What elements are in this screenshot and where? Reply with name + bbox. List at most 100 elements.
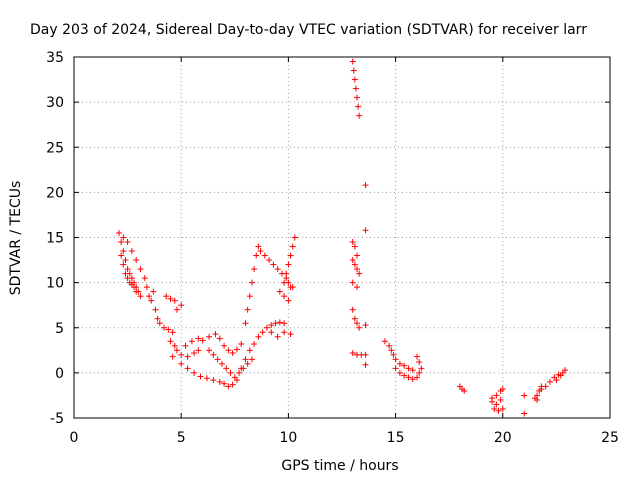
data-point — [184, 365, 191, 372]
data-point — [167, 295, 174, 302]
y-tick-label: 25 — [46, 140, 64, 156]
data-point — [521, 410, 528, 417]
y-tick-label: 10 — [46, 276, 64, 292]
data-point — [191, 369, 198, 376]
data-point — [124, 266, 131, 273]
data-point — [553, 377, 560, 384]
data-point — [263, 324, 270, 331]
data-point — [392, 356, 399, 363]
data-point — [124, 275, 131, 282]
data-point — [216, 335, 223, 342]
data-point — [188, 338, 195, 345]
data-point — [146, 293, 153, 300]
data-point — [489, 398, 496, 405]
y-tick-label: 5 — [55, 321, 64, 337]
data-point — [255, 333, 262, 340]
data-point — [248, 279, 255, 286]
data-point — [195, 335, 202, 342]
y-tick-label: 0 — [55, 366, 64, 382]
data-point — [251, 340, 258, 347]
data-point — [182, 342, 189, 349]
data-point — [223, 365, 230, 372]
data-point — [169, 353, 176, 360]
data-point — [352, 85, 359, 92]
data-point — [281, 329, 288, 336]
data-point — [210, 377, 217, 384]
y-axis-label: SDTVAR / TECUs — [8, 181, 24, 296]
data-point — [229, 381, 236, 388]
data-point — [206, 347, 213, 354]
y-tick-label: 15 — [46, 231, 64, 247]
data-point — [356, 324, 363, 331]
data-point — [493, 401, 500, 408]
data-point — [246, 293, 253, 300]
data-point — [244, 360, 251, 367]
data-point — [120, 234, 127, 241]
data-point — [178, 351, 185, 358]
data-point — [272, 320, 279, 327]
data-point — [221, 342, 228, 349]
data-point — [212, 331, 219, 338]
data-point — [354, 284, 361, 291]
data-point — [401, 362, 408, 369]
data-point — [355, 103, 362, 110]
data-point — [268, 329, 275, 336]
data-point — [416, 359, 423, 366]
data-point — [493, 392, 500, 399]
data-point — [381, 338, 388, 345]
data-point — [270, 261, 277, 268]
y-tick-label: 35 — [46, 50, 64, 66]
x-tick-label: 0 — [70, 430, 79, 446]
data-point — [178, 360, 185, 367]
data-point — [178, 302, 185, 309]
data-point — [499, 386, 506, 393]
data-point — [214, 356, 221, 363]
data-point — [291, 234, 298, 241]
data-point — [534, 396, 541, 403]
data-point — [169, 329, 176, 336]
data-point — [538, 386, 545, 393]
x-tick-label: 20 — [494, 430, 512, 446]
data-point — [203, 375, 210, 382]
data-point — [120, 248, 127, 255]
data-point — [350, 67, 357, 74]
y-tick-label: -5 — [50, 411, 64, 427]
data-point — [349, 58, 356, 65]
data-point — [354, 320, 361, 327]
data-point — [218, 360, 225, 367]
x-tick-label: 10 — [279, 430, 297, 446]
data-point — [287, 252, 294, 259]
data-point — [148, 297, 155, 304]
data-point — [253, 252, 260, 259]
data-point — [118, 239, 125, 246]
data-point — [414, 374, 421, 381]
data-point — [521, 392, 528, 399]
data-point — [351, 243, 358, 250]
data-point — [356, 270, 363, 277]
x-tick-label: 25 — [601, 430, 619, 446]
data-point — [281, 293, 288, 300]
data-point — [405, 365, 412, 372]
data-point — [283, 270, 290, 277]
data-point — [173, 306, 180, 313]
data-point — [491, 405, 498, 412]
data-point — [122, 270, 129, 277]
data-point — [199, 337, 206, 344]
data-point — [281, 320, 288, 327]
data-point — [257, 248, 264, 255]
data-point — [197, 373, 204, 380]
data-point — [276, 319, 283, 326]
data-point — [255, 243, 262, 250]
data-point — [354, 266, 361, 273]
data-point — [409, 367, 416, 374]
data-point — [173, 347, 180, 354]
data-point — [122, 257, 129, 264]
data-point — [137, 293, 144, 300]
data-point — [351, 261, 358, 268]
data-point — [405, 374, 412, 381]
y-tick-label: 20 — [46, 185, 64, 201]
data-point — [418, 365, 425, 372]
data-point — [362, 227, 369, 234]
data-point — [561, 367, 568, 374]
